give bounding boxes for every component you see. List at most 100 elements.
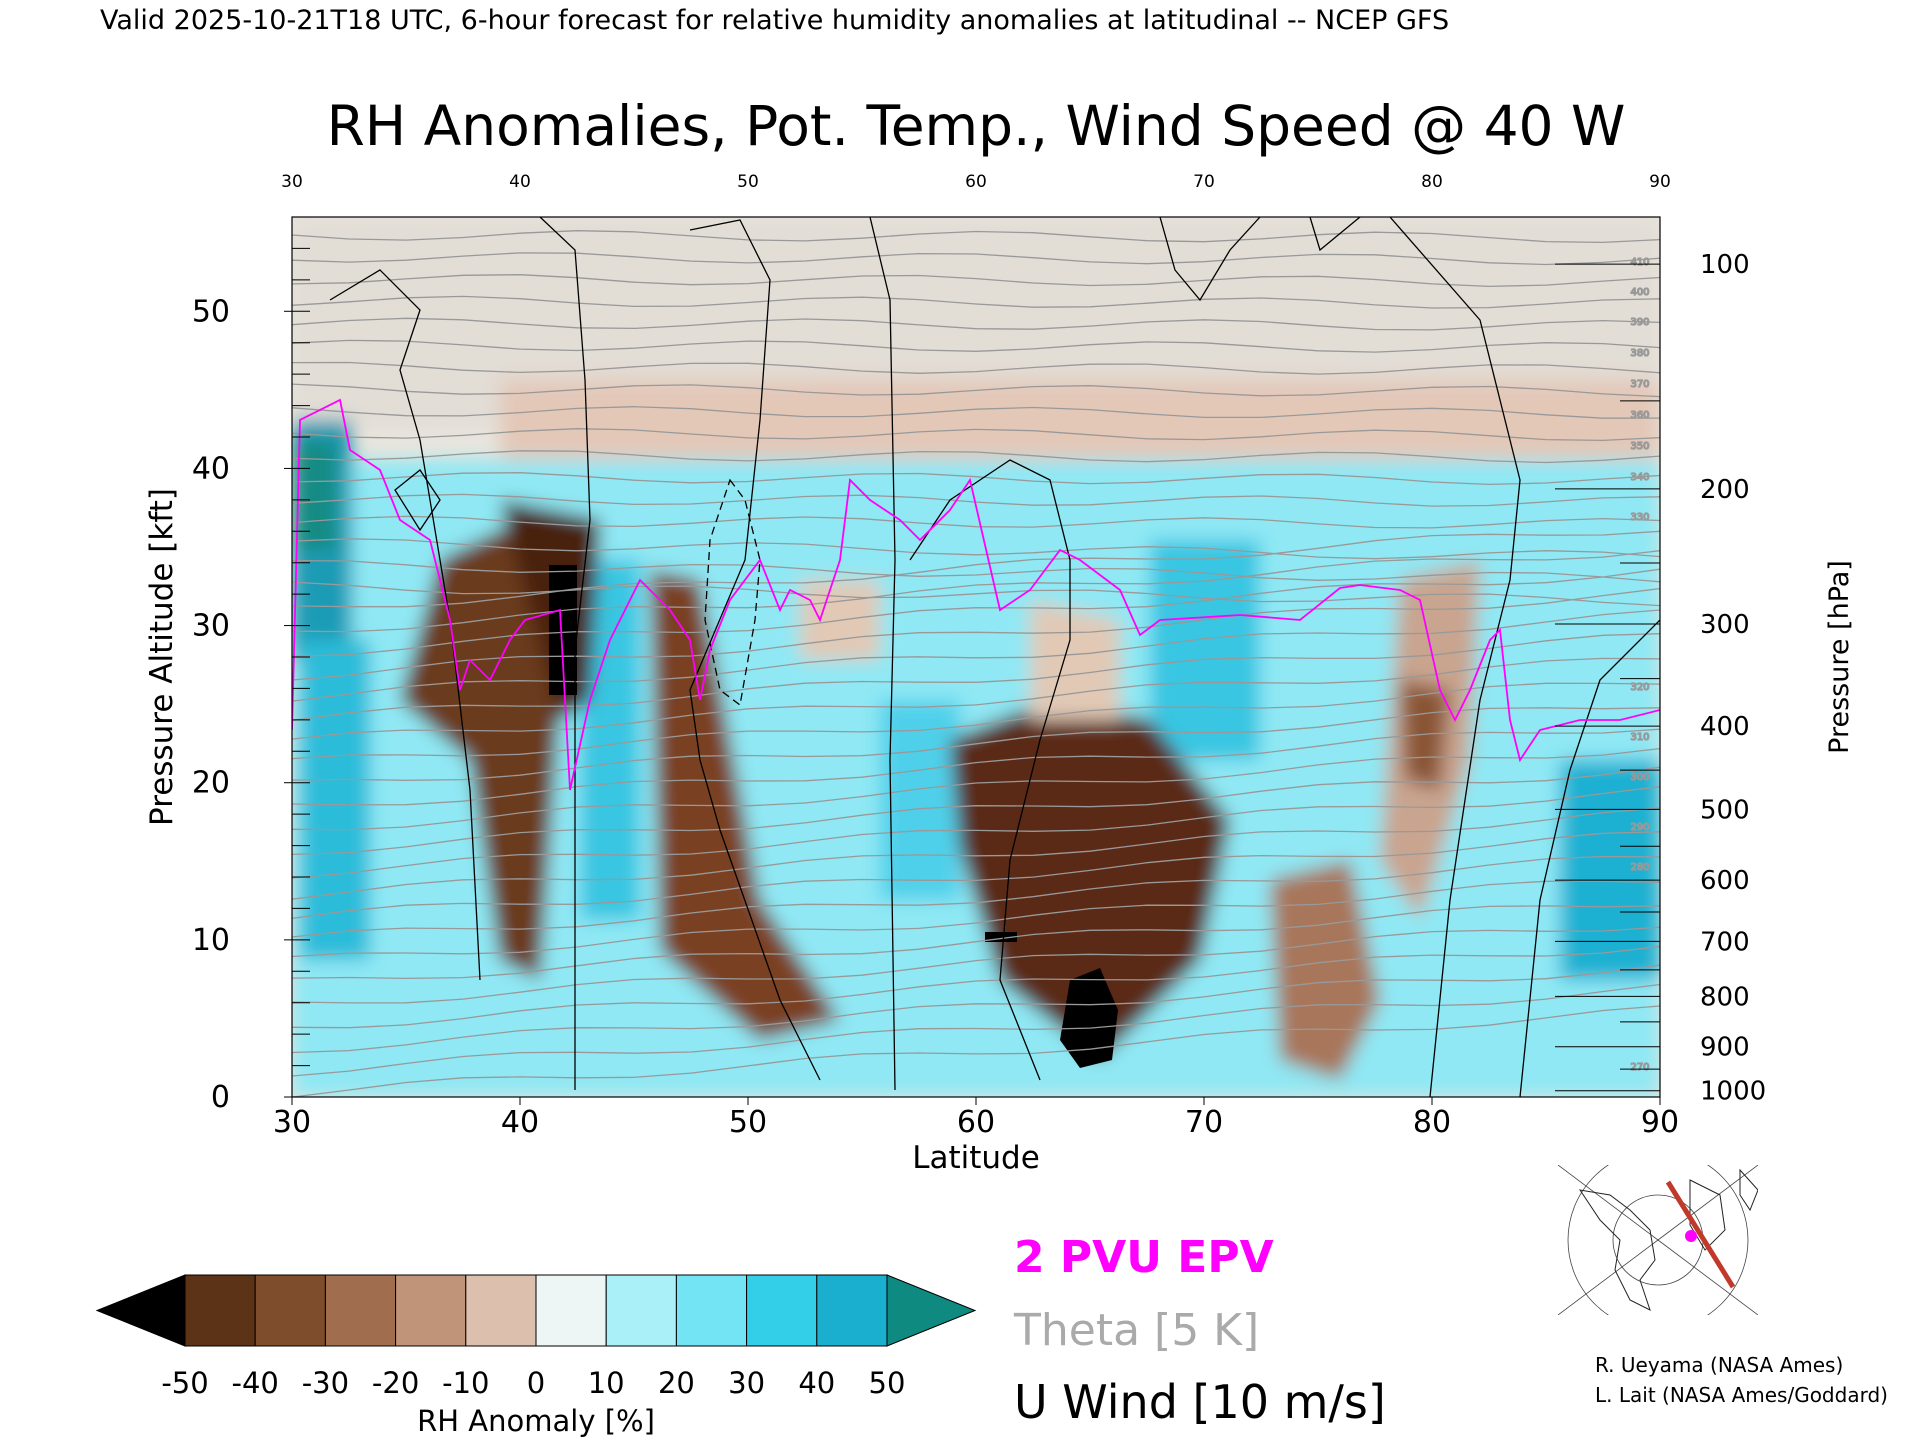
colorbar-tick-label--10: -10 — [442, 1366, 489, 1400]
theta-contour-13 — [292, 515, 1660, 529]
colorbar-swatch-6 — [605, 1274, 677, 1347]
x-tick-label-60: 60 — [957, 1105, 995, 1140]
x-top-tick-label-50: 50 — [737, 172, 759, 192]
colorbar-tick-label-50: 50 — [869, 1366, 906, 1400]
pressure-tick-label-700: 700 — [1700, 927, 1750, 957]
theta-label-270: 270 — [1630, 1062, 1649, 1073]
field-core-black-65 — [1060, 968, 1118, 1068]
y-axis-left: 0 10 20 30 40 50 — [192, 216, 310, 1115]
theta-contour-9 — [292, 428, 1660, 442]
theta-contour-32 — [292, 855, 1660, 938]
theta-label-330: 330 — [1630, 512, 1649, 523]
wind-contour-10-d — [869, 217, 896, 1091]
theta-contour-31 — [292, 831, 1660, 920]
theta-contour-26 — [292, 728, 1660, 806]
colorbar-swatch-1 — [254, 1274, 326, 1347]
theta-contour-23 — [292, 657, 1660, 740]
credit-line-1: R. Ueyama (NASA Ames) — [1595, 1353, 1843, 1377]
x-axis-bottom: 30 40 50 60 70 80 90 — [273, 1097, 1679, 1140]
pressure-tick-label-600: 600 — [1700, 866, 1750, 896]
colorbar-swatch-0 — [184, 1274, 256, 1347]
theta-contour-36 — [292, 945, 1660, 1029]
pressure-tick-label-800: 800 — [1700, 982, 1750, 1012]
x-top-tick-label-30: 30 — [281, 172, 303, 192]
theta-label-310: 310 — [1630, 732, 1649, 743]
theta-label-360: 360 — [1630, 410, 1649, 421]
colorbar-swatch-4 — [465, 1274, 537, 1347]
theta-label-340: 340 — [1630, 472, 1649, 483]
theta-label-370: 370 — [1630, 379, 1649, 390]
colorbar-swatch-2 — [324, 1274, 397, 1347]
pressure-tick-label-900: 900 — [1700, 1033, 1750, 1063]
map-meridian-2 — [1657, 1165, 1758, 1241]
pressure-tick-label-500: 500 — [1700, 795, 1750, 825]
theta-contour-38 — [292, 983, 1660, 1077]
map-location-marker — [1685, 1230, 1697, 1242]
chart-title: RH Anomalies, Pot. Temp., Wind Speed @ 4… — [327, 94, 1626, 158]
wind-contour-10-a — [329, 269, 481, 981]
wind-contour-0-c — [689, 219, 821, 1081]
wind-contour-10-b — [539, 217, 591, 1090]
theta-label-350: 350 — [1630, 441, 1649, 452]
theta-label-380: 380 — [1630, 348, 1649, 359]
colorbar-tick-label-20: 20 — [658, 1366, 695, 1400]
colorbar-tick-label--30: -30 — [302, 1366, 349, 1400]
x-axis-label: Latitude — [912, 1140, 1040, 1176]
x-top-tick-label-40: 40 — [509, 172, 531, 192]
theta-contour-7 — [292, 383, 1660, 398]
wind-contour-0-i — [1519, 619, 1660, 1097]
theta-contour-21 — [292, 609, 1660, 702]
legend-entry-2: U Wind [10 m/s] — [1014, 1375, 1386, 1429]
colorbar-tick-label--40: -40 — [232, 1366, 279, 1400]
wind-contour-10-g — [1309, 217, 1361, 252]
theta-contour-1 — [292, 252, 1660, 266]
theta-contour-30 — [292, 807, 1660, 900]
theta-label-280: 280 — [1630, 862, 1649, 873]
theta-contour-35 — [292, 926, 1660, 1004]
theta-contour-10 — [292, 450, 1660, 464]
colorbar-swatch-9 — [816, 1274, 888, 1347]
colorbar-swatch-5 — [535, 1274, 607, 1347]
theta-contour-14 — [292, 538, 1660, 560]
theta-label-410: 410 — [1630, 257, 1649, 268]
theta-contour-18 — [292, 550, 1660, 633]
theta-contour-25 — [292, 707, 1660, 781]
field-dry-blob-62 — [950, 700, 1230, 1060]
x-tick-label-80: 80 — [1413, 1105, 1451, 1140]
y-tick-label-30: 30 — [192, 609, 230, 644]
map-coastline-europe — [1739, 1168, 1758, 1212]
x-tick-label-70: 70 — [1185, 1105, 1223, 1140]
theta-contour-33 — [292, 880, 1660, 958]
credit-line-2: L. Lait (NASA Ames/Goddard) — [1595, 1383, 1888, 1407]
x-top-tick-label-70: 70 — [1193, 172, 1215, 192]
colorbar: -50 -40 -30 -20 -10 0 10 20 30 40 50 — [95, 1274, 977, 1400]
colorbar-under-arrow — [95, 1274, 186, 1347]
colorbar-swatch-3 — [395, 1274, 467, 1347]
header-text: Valid 2025-10-21T18 UTC, 6-hour forecast… — [100, 5, 1449, 36]
theta-contour-20 — [292, 587, 1660, 681]
x-axis-top: 30 40 50 60 70 80 90 — [281, 172, 1671, 192]
y-tick-label-10: 10 — [192, 923, 230, 958]
wind-contour-10-f — [1159, 217, 1261, 302]
theta-contour-29 — [292, 785, 1660, 879]
y-tick-label-20: 20 — [192, 766, 230, 801]
theta-contour-34 — [292, 905, 1660, 980]
theta-contour-0 — [292, 230, 1660, 244]
colorbar-tick-label-0: 0 — [527, 1366, 545, 1400]
theta-label-320: 320 — [1630, 682, 1649, 693]
map-section-line — [1665, 1180, 1736, 1289]
theta-contour-17 — [292, 530, 1660, 608]
x-tick-label-40: 40 — [501, 1105, 539, 1140]
pressure-tick-label-200: 200 — [1700, 475, 1750, 505]
map-meridian-1 — [1558, 1165, 1659, 1241]
colorbar-swatch-8 — [746, 1274, 818, 1347]
colorbar-tick-label--20: -20 — [372, 1366, 419, 1400]
pressure-tick-label-300: 300 — [1700, 610, 1750, 640]
theta-contour-3 — [292, 295, 1660, 309]
theta-contour-16 — [292, 581, 1660, 607]
wind-contour-30 — [394, 469, 441, 532]
pressure-tick-label-400: 400 — [1700, 712, 1750, 742]
map-graticule-2 — [1567, 1165, 1749, 1315]
rh-anomaly-field: 410 400 390 380 370 360 350 340 330 320 310 300 290 2… — [292, 217, 1660, 1097]
